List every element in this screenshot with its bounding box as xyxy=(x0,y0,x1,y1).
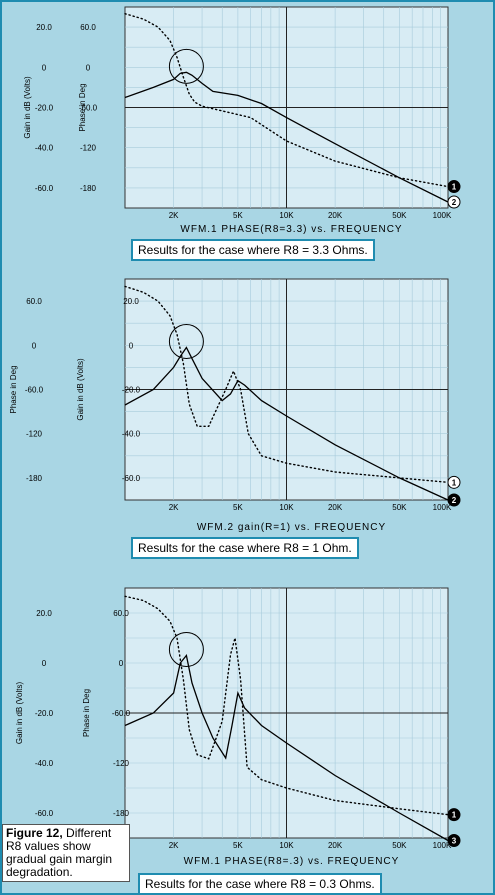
x-tick-label: 2K xyxy=(169,211,179,220)
peak-highlight-circle xyxy=(168,324,204,360)
x-tick-label: 10K xyxy=(279,841,294,850)
caption-panel-3: Results for the case where R8 = 0.3 Ohms… xyxy=(138,873,382,895)
peak-highlight-circle xyxy=(168,48,204,84)
phase-tick-label: -60.0 xyxy=(79,104,98,113)
phase-axis-label: Phase in Deg xyxy=(9,365,18,413)
gain-axis-label: Gain in dB (Volts) xyxy=(15,682,24,745)
gain-tick-label: -20.0 xyxy=(35,104,54,113)
trace-marker xyxy=(447,493,461,507)
trace-marker xyxy=(447,834,461,847)
x-tick-label: 100K xyxy=(433,841,452,850)
caption-panel-1: Results for the case where R8 = 3.3 Ohms… xyxy=(131,239,375,261)
caption-panel-2: Results for the case where R8 = 1 Ohm. xyxy=(131,537,359,559)
phase-tick-label: -120 xyxy=(113,759,130,768)
bode-panel-1: 2K 5K 10K 20K 50K 100K WFM.1 PHASE(R8=3.3) vs.… xyxy=(23,6,461,235)
gain-tick-label: 20.0 xyxy=(36,23,52,32)
gain-tick-label: -60.0 xyxy=(35,184,54,193)
x-tick-label: 50K xyxy=(392,503,407,512)
gain-tick-label: 0 xyxy=(42,659,47,668)
x-tick-label: 10K xyxy=(279,503,294,512)
x-tick-label: 5K xyxy=(233,503,243,512)
x-tick-label: 5K xyxy=(233,211,243,220)
gain-tick-label: -20.0 xyxy=(35,709,54,718)
gain-axis-label: Gain in dB (Volts) xyxy=(23,76,32,139)
phase-tick-label: -60.0 xyxy=(112,709,131,718)
gain-series-line xyxy=(124,654,449,842)
gain-tick-label: -40.0 xyxy=(35,144,54,153)
phase-axis-label: Phase in Deg xyxy=(82,689,91,737)
x-tick-label: 20K xyxy=(328,503,343,512)
x-tick-label: 5K xyxy=(233,841,243,850)
phase-tick-label: -60.0 xyxy=(25,386,44,395)
trace-marker-label: 1 xyxy=(452,183,457,192)
gain-series-line xyxy=(124,346,449,501)
gain-tick-label: -40.0 xyxy=(122,430,141,439)
phase-tick-label: -120 xyxy=(26,430,43,439)
phase-axis-label: Phase in Deg xyxy=(78,83,87,131)
phase-series-line xyxy=(124,12,449,188)
x-axis-title: WFM.2 gain(R=1) vs. FREQUENCY xyxy=(197,522,386,533)
trace-marker-label: 2 xyxy=(452,198,457,207)
phase-tick-label: -180 xyxy=(80,184,97,193)
gain-tick-label: 0 xyxy=(42,63,47,72)
phase-tick-label: 0 xyxy=(119,659,124,668)
phase-tick-label: 60.0 xyxy=(113,609,129,618)
gain-tick-label: 0 xyxy=(129,341,134,350)
trace-marker xyxy=(447,195,461,209)
x-tick-label: 100K xyxy=(433,211,452,220)
figure-note: Figure 12, Different R8 values show grad… xyxy=(2,824,130,882)
figure-note-label: Figure 12, xyxy=(6,826,63,840)
figure-note-text: Different R8 values show gradual gain ma… xyxy=(6,826,113,879)
x-tick-label: 50K xyxy=(392,841,407,850)
phase-tick-label: 60.0 xyxy=(26,297,42,306)
gain-axis-label: Gain in dB (Volts) xyxy=(76,358,85,421)
trace-marker-label: 1 xyxy=(452,478,457,487)
phase-tick-label: -180 xyxy=(26,474,43,483)
bode-panel-2: 2K 5K 10K 20K 50K 100K WFM.2 gain(R=1) vs. FRE… xyxy=(9,278,461,533)
gain-tick-label: -60.0 xyxy=(122,474,141,483)
x-axis-title: WFM.1 PHASE(R8=3.3) vs. FREQUENCY xyxy=(180,224,402,235)
x-tick-label: 20K xyxy=(328,841,343,850)
x-tick-label: 100K xyxy=(433,503,452,512)
gain-tick-label: 20.0 xyxy=(36,609,52,618)
x-tick-label: 20K xyxy=(328,211,343,220)
trace-marker-label: 3 xyxy=(452,837,457,846)
gain-tick-label: -60.0 xyxy=(35,809,54,818)
phase-tick-label: 60.0 xyxy=(80,23,96,32)
gain-tick-label: 20.0 xyxy=(123,297,139,306)
trace-marker xyxy=(447,475,461,489)
phase-series-line xyxy=(124,285,449,483)
x-tick-label: 10K xyxy=(279,211,294,220)
x-tick-label: 2K xyxy=(169,841,179,850)
bode-panel-3: 2K 5K 10K 20K 50K 100K WFM.1 PHASE(R8=.3) vs. … xyxy=(15,587,461,867)
gain-tick-label: -20.0 xyxy=(122,386,141,395)
x-tick-label: 2K xyxy=(169,503,179,512)
phase-series-line xyxy=(124,595,449,816)
gain-tick-label: -40.0 xyxy=(35,759,54,768)
x-tick-label: 50K xyxy=(392,211,407,220)
phase-tick-label: 0 xyxy=(86,63,91,72)
x-axis-title: WFM.1 PHASE(R8=.3) vs. FREQUENCY xyxy=(184,856,400,867)
phase-tick-label: 0 xyxy=(32,341,37,350)
peak-highlight-circle xyxy=(168,632,204,667)
phase-tick-label: -180 xyxy=(113,809,130,818)
trace-marker xyxy=(447,808,461,822)
trace-marker xyxy=(447,180,461,194)
trace-marker-label: 1 xyxy=(452,811,457,820)
phase-tick-label: -120 xyxy=(80,144,97,153)
trace-marker-label: 2 xyxy=(452,496,457,505)
